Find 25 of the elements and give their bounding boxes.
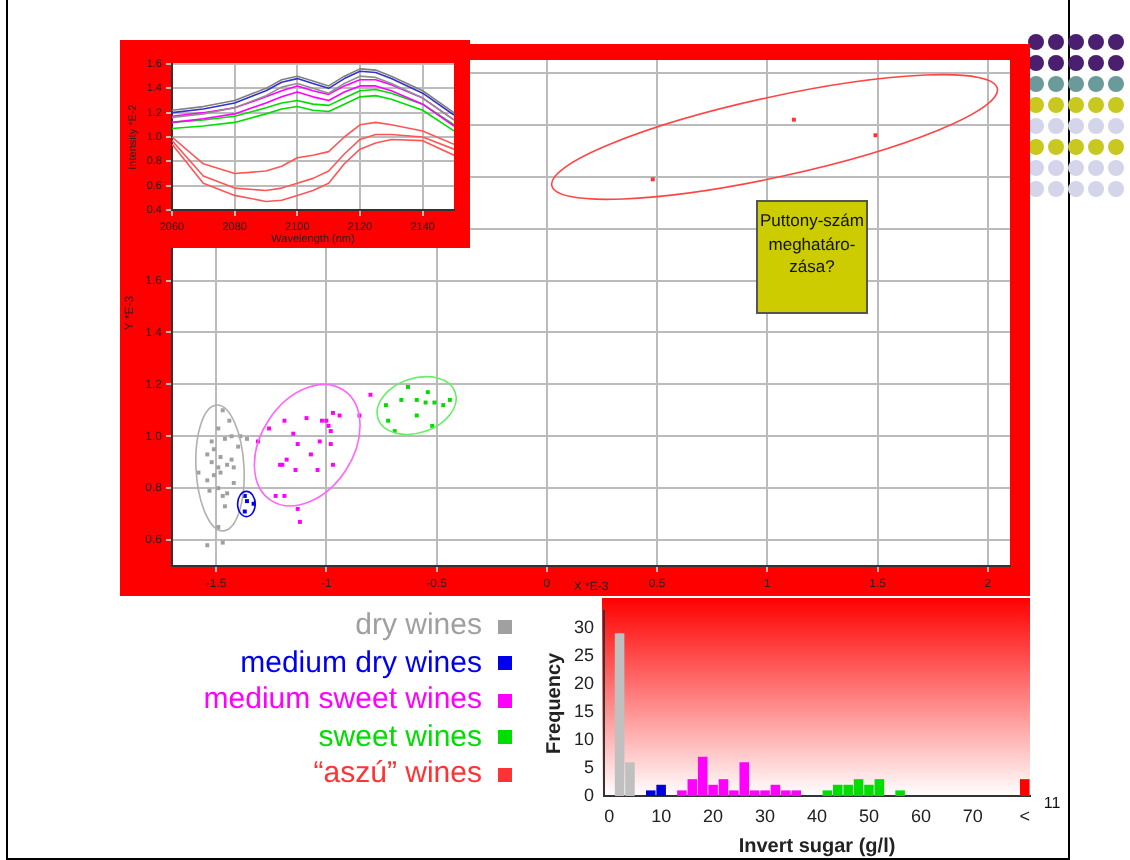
y-tick-label: 30 [573, 616, 594, 637]
annotation: Puttony-szám meghatáro-zása? [760, 210, 864, 276]
y-tick-label: 0 [583, 784, 594, 805]
x-tick-label: 20 [703, 805, 724, 826]
legend-label: dry wines [355, 608, 482, 642]
y-tick-label: 15 [573, 700, 594, 721]
x-tick-label: 50 [858, 805, 879, 826]
x-tick-label: 70 [962, 805, 983, 826]
x-tick-label: 10 [651, 805, 672, 826]
y-tick-label: 10 [573, 728, 594, 749]
y-tick-label: 25 [573, 644, 594, 665]
legend-label: sweet wines [318, 719, 482, 753]
x-tick-label: 30 [755, 805, 776, 826]
legend-label: medium dry wines [240, 645, 482, 679]
legend-label: “aszú” wines [313, 756, 482, 790]
x-tick-label: 60 [910, 805, 931, 826]
y-tick-label: 5 [583, 756, 594, 777]
x-tick-label: 40 [806, 805, 828, 826]
y-tick-label: 20 [573, 672, 594, 693]
x-axis-title: Invert sugar (g/l) [738, 835, 896, 858]
y-axis-title: Frequency [543, 651, 566, 754]
text: 11 [1043, 794, 1061, 812]
x-tick-label: 0 [604, 805, 615, 826]
legend-label: medium sweet wines [203, 682, 482, 716]
x-tick-label: < [1019, 805, 1031, 826]
